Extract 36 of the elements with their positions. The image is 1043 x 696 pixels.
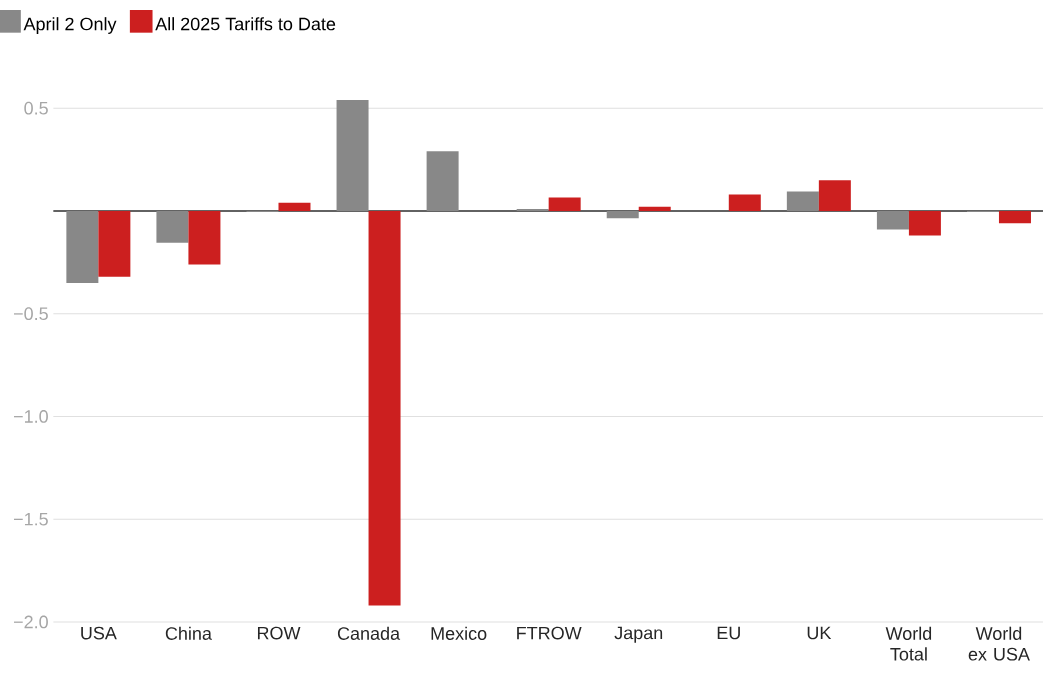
legend-label: April 2 Only <box>23 17 117 34</box>
bar <box>98 210 131 277</box>
y-tick-label: −0.5 <box>13 307 48 321</box>
bar <box>188 210 221 265</box>
y-tick-label: −2.0 <box>13 615 48 629</box>
y-tick-label: −1.5 <box>13 512 48 526</box>
x-tick-label: World Total <box>885 626 932 661</box>
x-tick-label: UK <box>807 626 832 640</box>
x-tick-label: ROW <box>257 626 301 640</box>
x-tick-label: Canada <box>337 626 401 640</box>
bar <box>786 191 819 211</box>
x-tick-label: Mexico <box>431 626 487 640</box>
bar <box>818 180 851 211</box>
bar <box>516 208 549 211</box>
y-tick-label: 0.5 <box>24 101 48 115</box>
bar <box>606 210 639 219</box>
legend-label: All 2025 Tariffs to Date <box>155 17 336 31</box>
bar <box>728 194 761 211</box>
bar <box>426 151 459 211</box>
x-tick-label: China <box>165 626 212 640</box>
bar <box>156 210 189 243</box>
bar <box>278 202 311 211</box>
bar <box>548 197 581 211</box>
bar <box>66 210 99 283</box>
bar <box>368 210 401 606</box>
bar <box>876 210 909 230</box>
bar <box>908 210 941 236</box>
x-tick-label: EU <box>717 626 740 640</box>
y-tick-label: −1.0 <box>13 410 48 423</box>
bar <box>638 206 671 211</box>
x-tick-label: FTROW <box>517 626 582 640</box>
x-tick-label: USA <box>81 626 117 640</box>
bar <box>998 210 1031 224</box>
x-tick-label: Japan <box>614 626 663 643</box>
x-tick-label: World ex USA <box>968 626 1030 661</box>
bar <box>336 99 369 211</box>
